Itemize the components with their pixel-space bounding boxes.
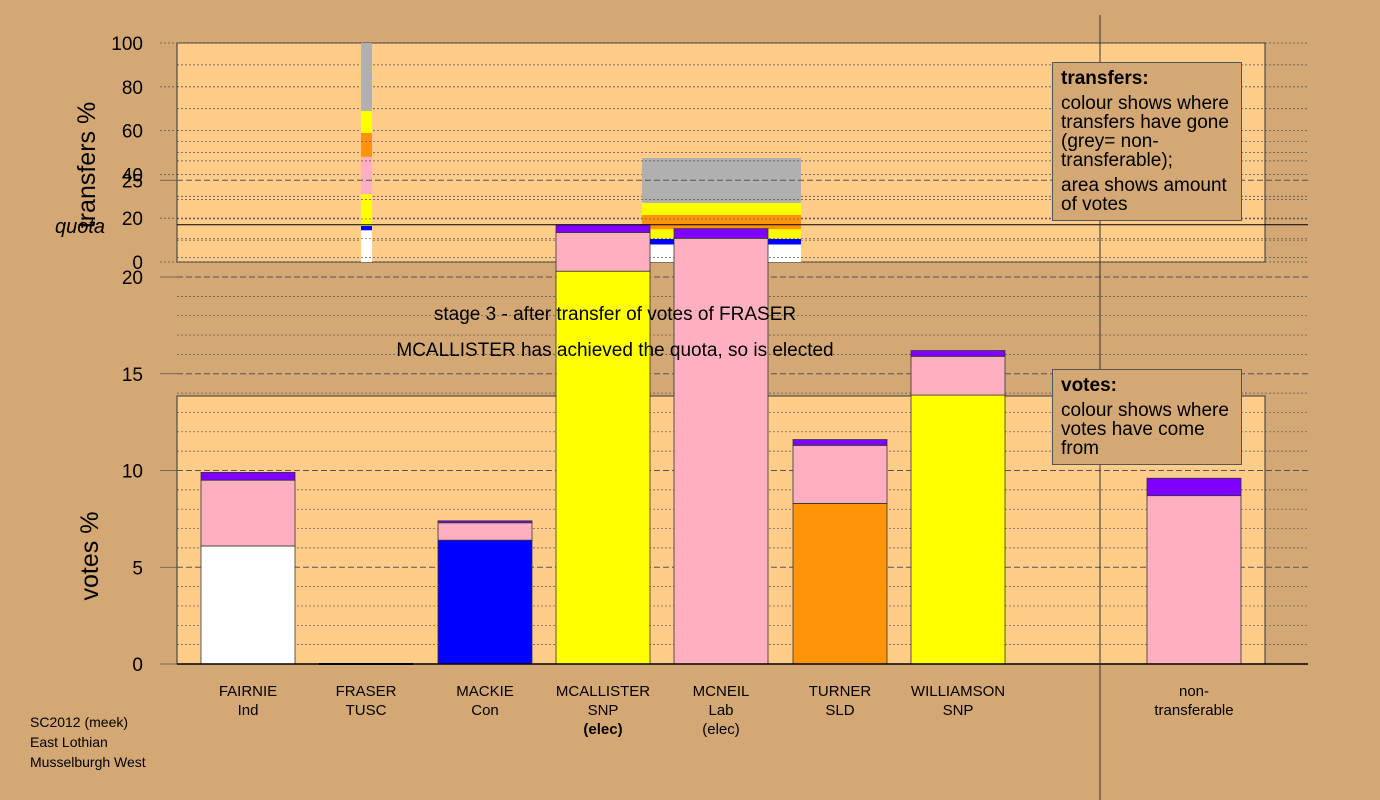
candidate-party: SNP [587, 702, 619, 719]
footer-line2: East Lothian [30, 734, 108, 750]
candidate-name: MCALLISTER [555, 683, 651, 700]
vote-segment [673, 237, 769, 665]
nontransferable-label: non- transferable [1134, 682, 1254, 720]
bottom-tick-label: 20 [122, 268, 143, 289]
bottom-y-ticks: 0 5 10 15 20 25 [122, 171, 177, 676]
transfer-segment [361, 194, 372, 226]
result-caption: MCALLISTER has achieved the quota, so is… [396, 340, 834, 361]
candidate-party: TUSC [345, 702, 387, 719]
transfer-segment [642, 214, 801, 230]
candidate-status: (elec) [702, 721, 740, 738]
bottom-tick-label: 10 [122, 462, 143, 483]
vote-segment [555, 270, 651, 665]
top-tick-label: 80 [122, 78, 143, 99]
bottom-tick-label: 15 [122, 365, 143, 386]
candidate-name: WILLIAMSON [910, 683, 1006, 700]
candidate-name: MCNEIL [692, 683, 750, 700]
bottom-tick-label: 5 [132, 558, 143, 579]
transfer-segment [361, 230, 372, 262]
transfer-segment [361, 156, 372, 195]
votes-legend: votes: colour shows where votes have com… [1052, 369, 1242, 465]
top-tick-label: 0 [132, 253, 143, 274]
vote-segment [1146, 495, 1242, 665]
transfer-segment [361, 225, 372, 231]
candidate-label: MCNEIL Lab (elec) [661, 682, 781, 739]
candidate-label: TURNER SLD [780, 682, 900, 720]
vote-segment [910, 350, 1006, 357]
candidate-name: FAIRNIE [218, 683, 278, 700]
transfer-segment [361, 43, 372, 111]
candidate-name: FRASER [335, 683, 397, 700]
transfers-legend: transfers: colour shows where transfers … [1052, 62, 1242, 221]
vote-segment [200, 545, 296, 665]
candidate-label: FRASER TUSC [306, 682, 426, 720]
footer-line1: SC2012 (meek) [30, 714, 129, 730]
top-tick-label: 100 [111, 34, 143, 55]
nontransferable-line2: transferable [1154, 702, 1234, 719]
top-tick-label: 20 [122, 209, 143, 230]
vote-segment [200, 479, 296, 547]
candidate-status: (elec) [583, 721, 623, 738]
vote-segment [437, 522, 533, 541]
vote-segment [792, 444, 888, 504]
transfer-segment [361, 110, 372, 133]
bottom-tick-label: 0 [132, 655, 143, 676]
footer: SC2012 (meek) East Lothian Musselburgh W… [30, 712, 146, 772]
votes-legend-line1: colour shows where votes have come from [1061, 400, 1229, 459]
transfers-legend-title: transfers: [1061, 68, 1149, 89]
vote-segment [910, 355, 1006, 396]
vote-segment [792, 439, 888, 446]
vote-segment [1146, 477, 1242, 497]
candidate-party: Ind [237, 702, 259, 719]
footer-line3: Musselburgh West [30, 754, 146, 770]
candidate-label: MCALLISTER SNP (elec) [543, 682, 663, 739]
candidate-label: FAIRNIE Ind [188, 682, 308, 720]
nontransferable-line1: non- [1178, 683, 1210, 700]
top-tick-label: 60 [122, 122, 143, 143]
transfers-legend-line2: area shows amount of votes [1061, 175, 1227, 215]
candidate-label: MACKIE Con [425, 682, 545, 720]
vote-segment [200, 472, 296, 481]
candidate-label: WILLIAMSON SNP [898, 682, 1018, 720]
vote-segment [437, 539, 533, 665]
bottom-y-axis-label: votes % [76, 512, 104, 601]
votes-legend-title: votes: [1061, 375, 1117, 396]
vote-segment [910, 394, 1006, 665]
transfer-segment [642, 202, 801, 215]
transfer-segment [361, 132, 372, 157]
quota-label: quota [55, 216, 105, 238]
bottom-vote-bars [200, 224, 1242, 665]
candidate-name: TURNER [808, 683, 872, 700]
vote-segment [555, 224, 651, 233]
candidate-name: MACKIE [456, 683, 514, 700]
candidate-party: SLD [825, 702, 855, 719]
top-tick-label: 40 [122, 165, 143, 186]
bottom-tick-label: 25 [122, 171, 143, 192]
vote-segment [555, 232, 651, 272]
vote-segment [437, 520, 533, 524]
vote-segment [673, 228, 769, 239]
transfers-legend-line1: colour shows where transfers have gone (… [1061, 93, 1229, 171]
top-y-axis-label: transfers % [73, 102, 101, 228]
top-y-ticks: 0 20 40 60 80 100 [111, 34, 177, 274]
candidate-party: Con [471, 702, 499, 719]
candidate-party: Lab [708, 702, 734, 719]
candidate-party: SNP [942, 702, 974, 719]
stage-caption: stage 3 - after transfer of votes of FRA… [433, 304, 797, 325]
vote-segment [792, 502, 888, 665]
